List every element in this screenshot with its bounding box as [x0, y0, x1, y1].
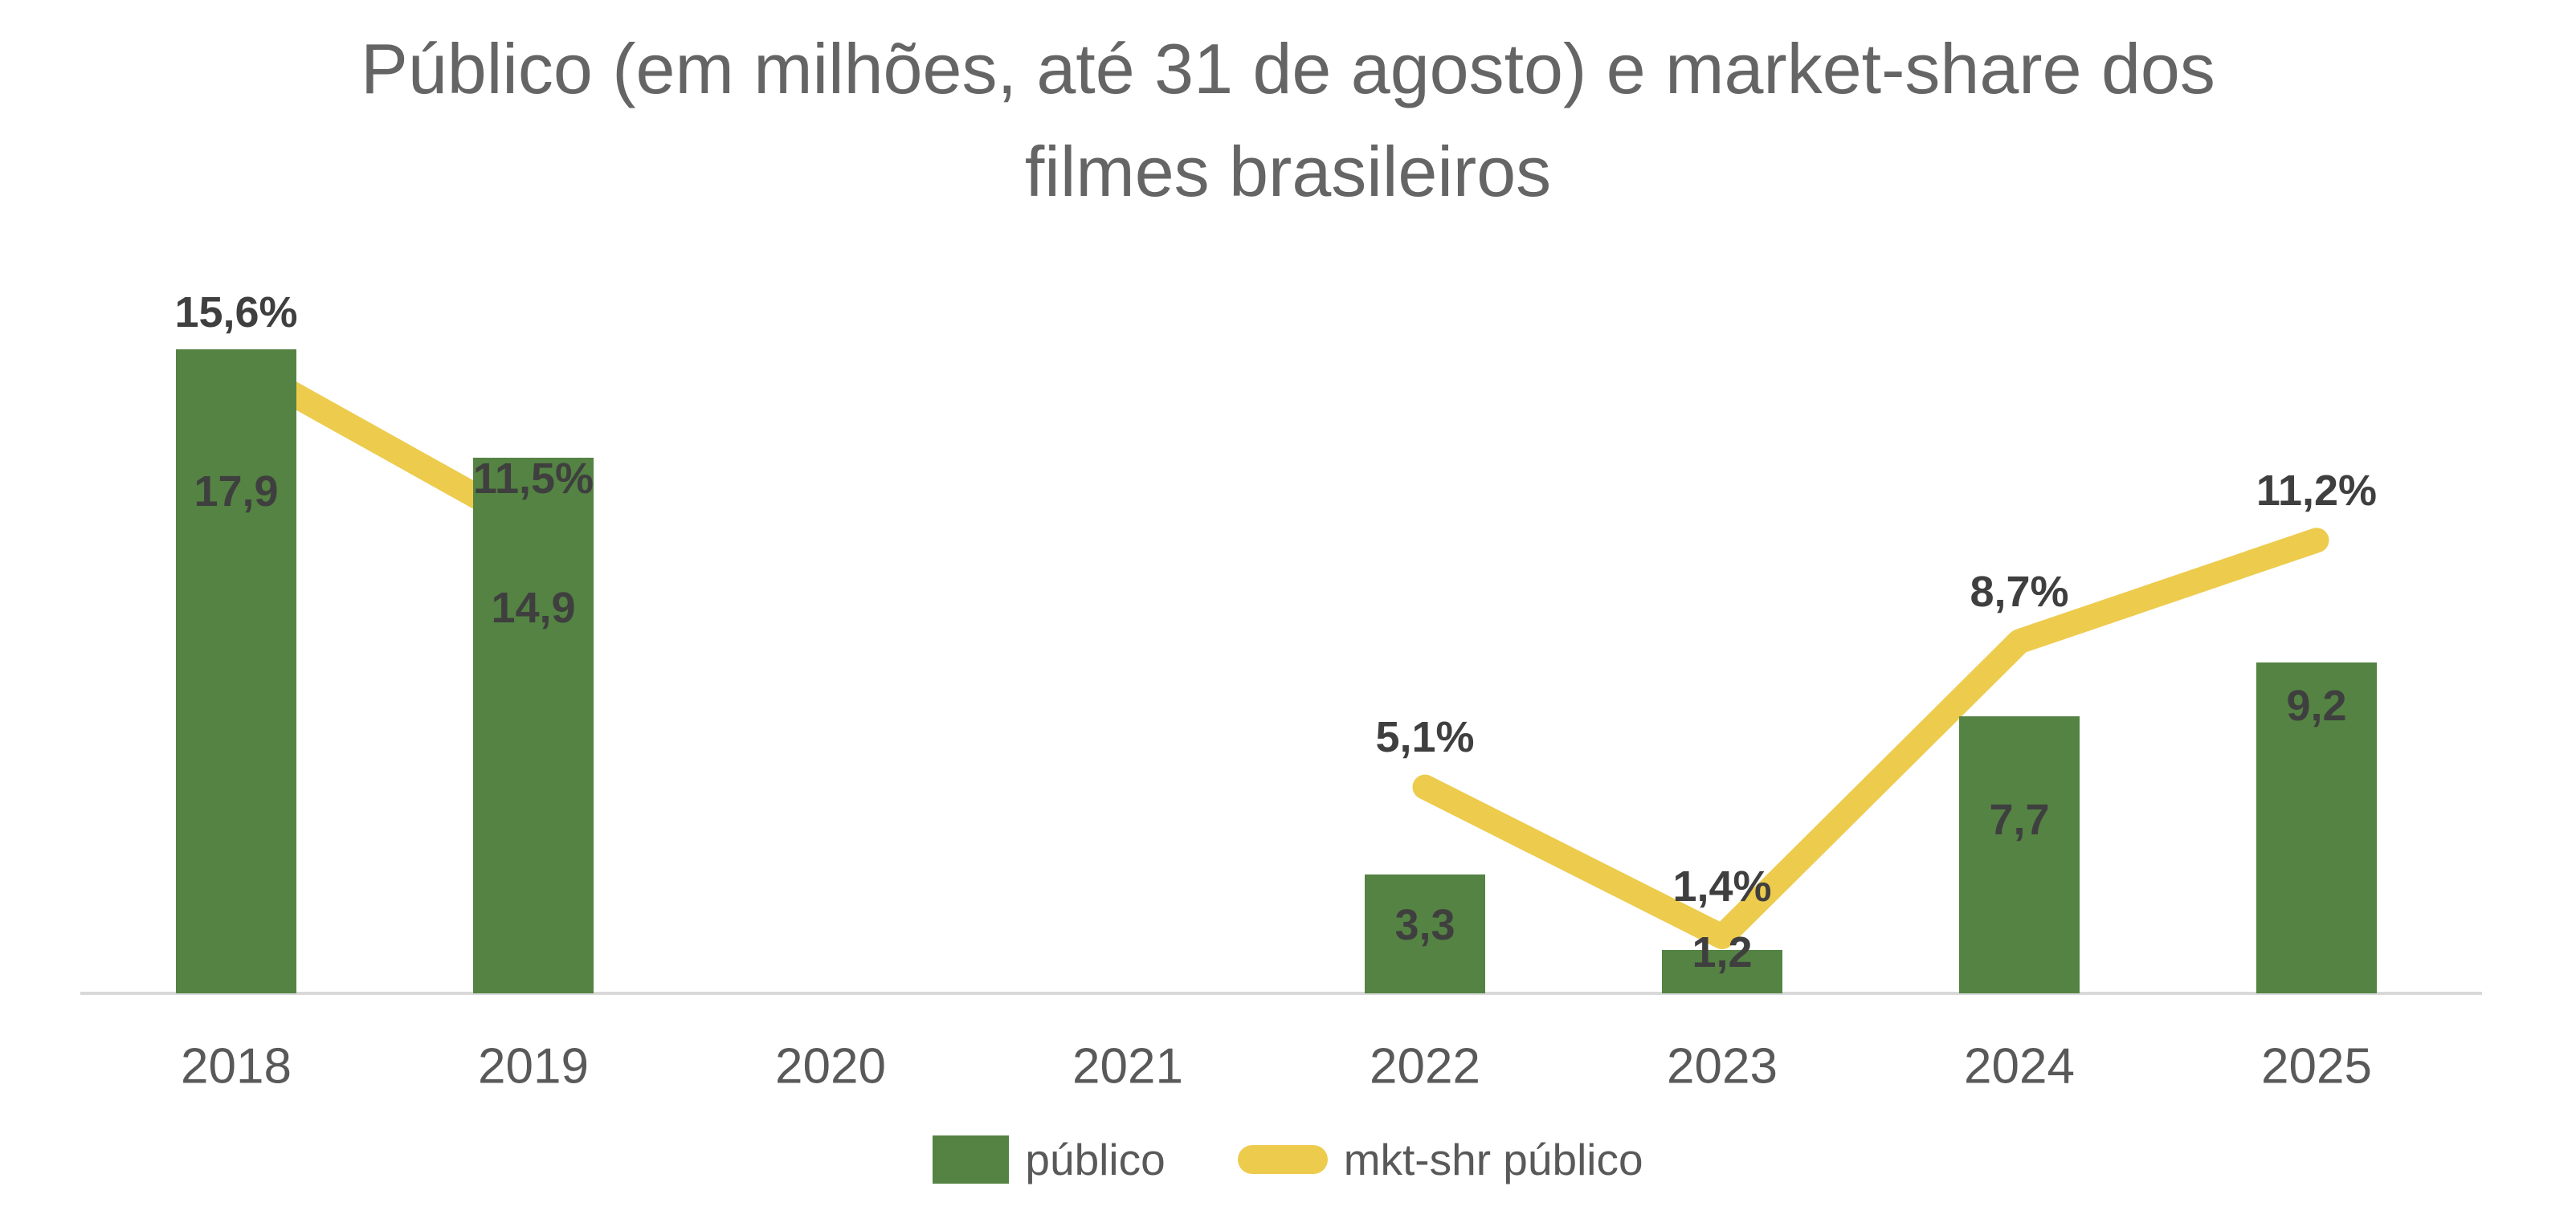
bar-2023: [1662, 950, 1782, 993]
line-data-label-2025: 11,2%: [2256, 466, 2378, 515]
x-axis-label-2022: 2022: [1370, 1038, 1480, 1095]
bar-data-label-2019: 14,9: [491, 583, 576, 632]
bar-2025: [2256, 662, 2377, 993]
x-axis-line: [80, 992, 2482, 995]
bar-data-label-2024: 7,7: [1989, 796, 2050, 845]
bar-swatch-icon: [933, 1135, 1010, 1184]
line-data-label-2018: 15,6%: [174, 288, 298, 337]
bar-data-label-2018: 17,9: [194, 467, 279, 516]
x-axis-label-2019: 2019: [478, 1038, 589, 1095]
legend: público mkt-shr público: [0, 1134, 2576, 1185]
bar-2018: [176, 349, 296, 993]
bar-data-label-2023: 1,2: [1692, 928, 1753, 977]
line-data-label-2022: 5,1%: [1375, 713, 1475, 762]
x-axis-label-2018: 2018: [181, 1038, 292, 1095]
x-axis-label-2025: 2025: [2261, 1038, 2372, 1095]
bar-2019: [473, 457, 594, 993]
legend-item-mkt-shr-publico: mkt-shr público: [1237, 1134, 1643, 1185]
legend-label-publico: público: [1025, 1135, 1166, 1184]
x-axis-label-2020: 2020: [775, 1038, 886, 1095]
bar-data-label-2025: 9,2: [2286, 682, 2347, 731]
legend-item-publico: público: [933, 1134, 1166, 1185]
x-axis-label-2023: 2023: [1667, 1038, 1778, 1095]
x-axis-label-2021: 2021: [1072, 1038, 1183, 1095]
bar-data-label-2022: 3,3: [1394, 901, 1455, 950]
line-swatch-icon: [1237, 1145, 1328, 1174]
bar-2022: [1365, 874, 1485, 993]
bar-2024: [1959, 716, 2080, 993]
line-data-label-2024: 8,7%: [1970, 567, 2069, 616]
line-data-label-2019: 11,5%: [472, 454, 594, 503]
line-segment-1: [1412, 528, 2329, 949]
line-data-label-2023: 1,4%: [1672, 862, 1772, 911]
legend-label-mkt-shr-publico: mkt-shr público: [1343, 1135, 1643, 1184]
x-axis-label-2024: 2024: [1964, 1038, 2075, 1095]
chart-title: Público (em milhões, até 31 de agosto) e…: [361, 29, 2215, 211]
